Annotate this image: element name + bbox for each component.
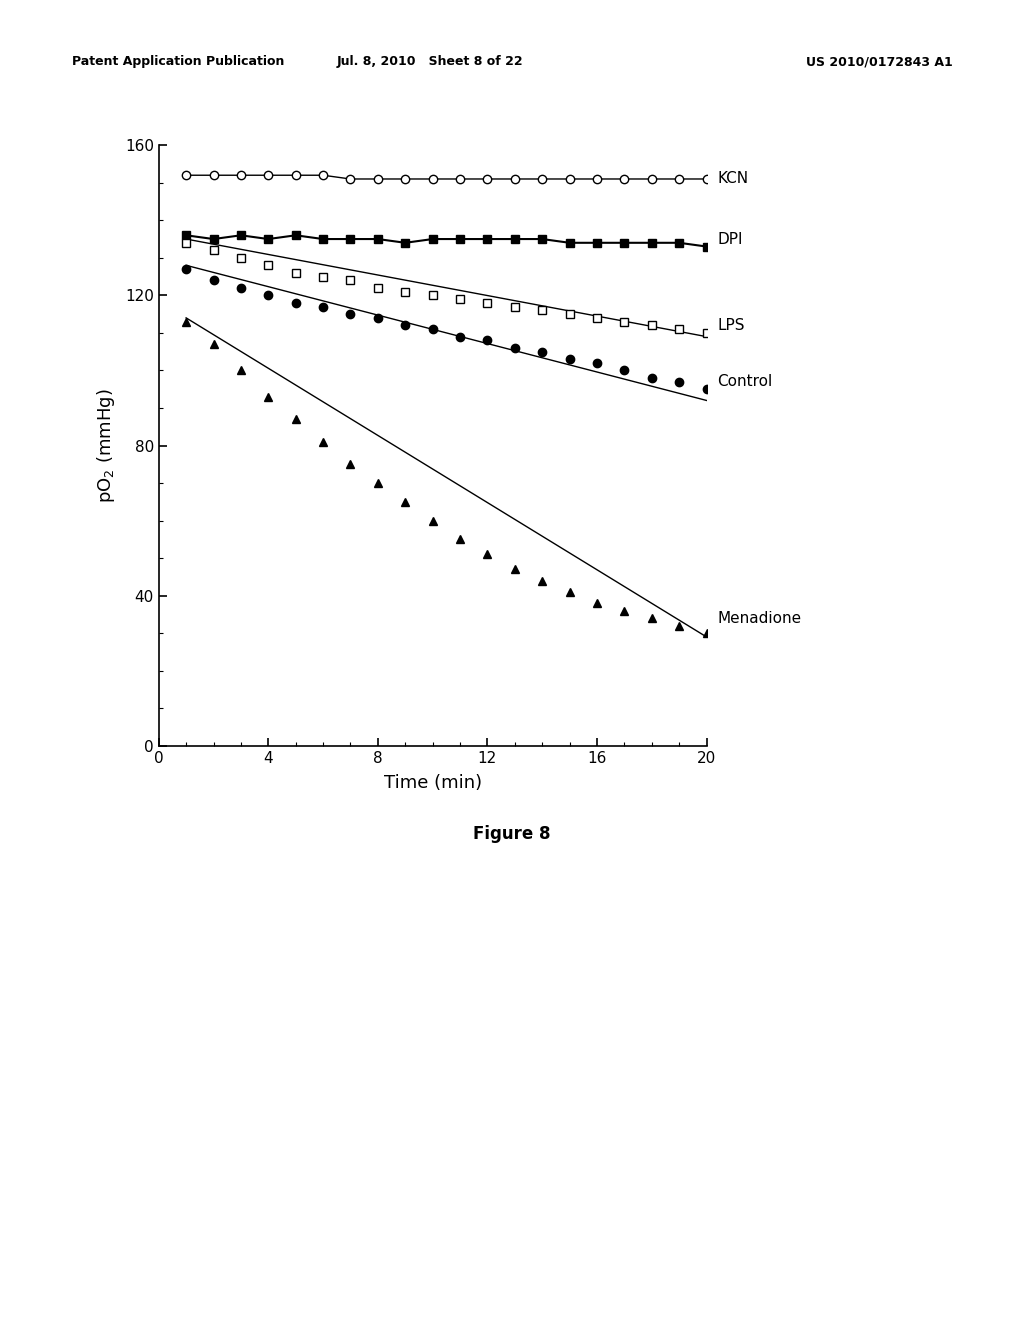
Text: Menadione: Menadione [718, 611, 802, 626]
Text: US 2010/0172843 A1: US 2010/0172843 A1 [806, 55, 952, 69]
Y-axis label: pO$_2$ (mmHg): pO$_2$ (mmHg) [94, 388, 117, 503]
Text: LPS: LPS [718, 318, 745, 333]
X-axis label: Time (min): Time (min) [384, 774, 481, 792]
Text: DPI: DPI [718, 231, 743, 247]
Text: Control: Control [718, 374, 773, 389]
Text: Figure 8: Figure 8 [473, 825, 551, 843]
Text: Jul. 8, 2010   Sheet 8 of 22: Jul. 8, 2010 Sheet 8 of 22 [337, 55, 523, 69]
Text: Patent Application Publication: Patent Application Publication [72, 55, 284, 69]
Text: KCN: KCN [718, 172, 749, 186]
